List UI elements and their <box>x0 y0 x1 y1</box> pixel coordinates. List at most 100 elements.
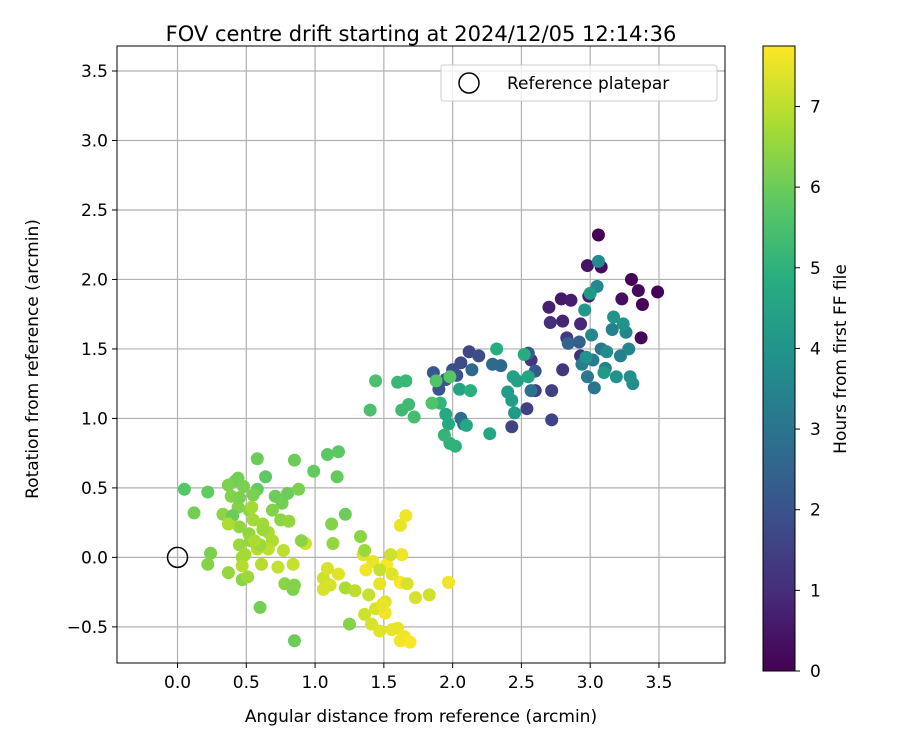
y-axis-label: Rotation from reference (arcmin) <box>23 219 43 499</box>
plot-frame <box>116 45 726 664</box>
data-point <box>400 577 414 591</box>
data-point <box>276 543 290 557</box>
data-point <box>331 445 345 459</box>
data-point <box>393 634 407 648</box>
data-point <box>564 293 578 307</box>
data-point <box>408 591 422 605</box>
data-point <box>265 503 279 517</box>
colorbar-tick-label: 1 <box>810 581 821 601</box>
x-tick-label: 3.0 <box>577 673 604 693</box>
colorbar-gradient <box>762 45 796 672</box>
data-point <box>572 335 586 349</box>
data-point <box>187 506 201 520</box>
data-point <box>294 534 308 548</box>
colorbar-tick-label: 4 <box>810 339 821 359</box>
colorbar-tick-label: 0 <box>810 662 821 682</box>
data-point <box>580 370 594 384</box>
y-tick-label: 0.5 <box>81 479 108 499</box>
data-point <box>490 342 504 356</box>
colorbar-ticks: 0 1 2 3 4 5 6 7 <box>795 97 821 682</box>
data-point <box>453 382 467 396</box>
data-point <box>437 428 451 442</box>
data-point <box>246 488 260 502</box>
chart-title: FOV centre drift starting at 2024/12/05 … <box>166 22 677 46</box>
y-tick-label: 0.0 <box>81 548 108 568</box>
data-point <box>483 427 497 441</box>
data-point <box>574 317 588 331</box>
legend-box <box>440 64 718 102</box>
data-point <box>464 384 478 398</box>
colorbar-tick-label: 3 <box>810 420 821 440</box>
data-point <box>373 577 387 591</box>
data-point <box>622 342 636 356</box>
data-point <box>442 575 456 589</box>
legend-entry-reference: Reference platepar <box>507 74 669 94</box>
data-point <box>520 402 534 416</box>
data-point <box>439 407 453 421</box>
colorbar-tick-label: 5 <box>810 259 821 279</box>
data-point <box>545 384 559 398</box>
data-point <box>253 600 267 614</box>
data-point <box>286 557 300 571</box>
data-point <box>358 543 372 557</box>
data-point <box>395 403 409 417</box>
data-point <box>591 254 605 268</box>
data-point <box>554 292 568 306</box>
data-point <box>543 316 557 330</box>
data-point <box>235 559 249 573</box>
x-tick-label: 0.5 <box>233 673 260 693</box>
data-point <box>600 345 614 359</box>
data-point <box>256 523 270 537</box>
data-point <box>373 563 387 577</box>
data-point <box>616 317 630 331</box>
data-point <box>508 406 522 420</box>
data-point <box>369 374 383 388</box>
data-point <box>359 563 373 577</box>
data-point <box>631 284 645 298</box>
data-point <box>578 303 592 317</box>
data-point <box>443 370 457 384</box>
data-point <box>232 520 246 534</box>
data-point <box>587 381 601 395</box>
data-point <box>634 331 648 345</box>
data-point <box>353 530 367 544</box>
data-point <box>517 348 531 361</box>
data-point <box>422 588 436 602</box>
data-point <box>287 634 301 648</box>
data-point <box>501 385 515 399</box>
data-point <box>325 517 339 531</box>
data-point <box>506 370 520 384</box>
data-point <box>320 448 334 462</box>
data-point <box>275 496 289 510</box>
data-point <box>626 377 640 391</box>
x-tick-label: 2.5 <box>508 673 535 693</box>
data-point <box>221 517 235 531</box>
data-point <box>307 464 321 478</box>
data-point <box>591 228 605 242</box>
colorbar: 0 1 2 3 4 5 6 7 Hours from first FF file <box>762 45 851 682</box>
data-point <box>624 272 638 286</box>
data-point <box>384 548 398 562</box>
colorbar-tick-label: 7 <box>810 97 821 117</box>
data-point <box>177 482 191 496</box>
data-points <box>177 228 665 649</box>
data-point <box>248 534 262 548</box>
data-point <box>254 557 268 571</box>
data-point <box>241 570 255 584</box>
x-tick-label: 2.0 <box>439 673 466 693</box>
data-point <box>399 374 413 388</box>
data-point <box>521 370 535 384</box>
data-point <box>320 562 334 576</box>
data-point <box>245 500 259 514</box>
data-point <box>331 567 345 581</box>
data-point <box>542 300 556 314</box>
data-point <box>395 548 409 562</box>
data-point <box>399 509 413 523</box>
y-tick-label: 3.5 <box>81 62 108 82</box>
data-point <box>342 617 356 631</box>
data-point <box>524 384 538 398</box>
data-point <box>201 557 215 571</box>
x-tick-label: 3.5 <box>645 673 672 693</box>
data-point <box>201 485 215 499</box>
data-point <box>393 518 407 532</box>
